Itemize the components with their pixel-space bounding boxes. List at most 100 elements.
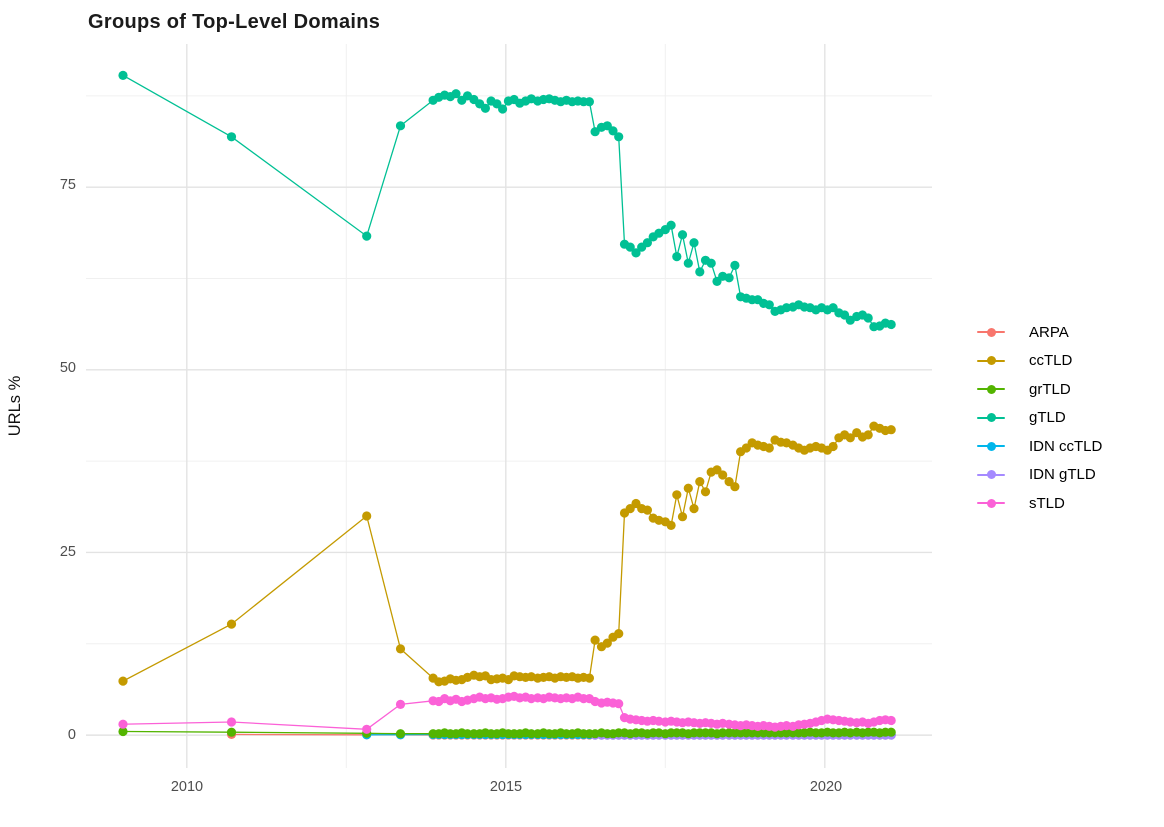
- legend-label-gtld: gTLD: [1029, 409, 1066, 427]
- legend-item-arpa: ARPA: [977, 318, 1102, 347]
- data-point: [642, 505, 653, 515]
- data-point: [666, 520, 676, 531]
- legend-key-arpa: [977, 323, 1005, 341]
- series-grtld: [118, 726, 896, 739]
- data-point: [764, 300, 774, 310]
- y-tick-label-25: 25: [60, 544, 76, 560]
- legend-item-cctld: ccTLD: [977, 347, 1102, 376]
- data-point: [614, 132, 624, 142]
- data-point: [590, 635, 600, 645]
- data-point: [625, 242, 635, 252]
- data-point: [631, 248, 641, 258]
- data-point: [118, 676, 128, 686]
- data-point: [118, 70, 128, 80]
- data-point: [526, 729, 536, 739]
- data-point: [886, 727, 896, 737]
- data-point: [689, 238, 699, 248]
- legend-label-idn-gtld: IDN gTLD: [1029, 466, 1096, 484]
- data-point: [602, 638, 612, 648]
- data-point: [672, 252, 682, 262]
- data-point: [781, 728, 792, 738]
- data-point: [462, 729, 473, 739]
- data-point: [118, 719, 128, 729]
- data-point: [608, 126, 618, 136]
- y-tick-label-50: 50: [60, 360, 76, 376]
- data-point: [362, 724, 372, 734]
- legend-key-cctld: [977, 352, 1005, 370]
- data-point: [672, 490, 682, 500]
- data-point: [886, 319, 896, 330]
- gridlines: [86, 44, 932, 768]
- legend: ARPA ccTLD grTLD gTLD IDN ccTLD IDN gTLD…: [977, 318, 1102, 518]
- data-point: [886, 715, 896, 726]
- legend-label-arpa: ARPA: [1029, 323, 1069, 341]
- data-point: [718, 470, 728, 480]
- data-point: [395, 699, 406, 710]
- legend-label-stld: sTLD: [1029, 494, 1065, 512]
- legend-key-gtld: [977, 409, 1005, 427]
- data-point: [695, 477, 705, 487]
- data-point: [683, 483, 693, 493]
- data-point: [845, 433, 855, 443]
- data-point: [706, 258, 716, 268]
- series-cctld: [118, 421, 896, 687]
- data-point: [863, 430, 873, 440]
- legend-label-idn-cctld: IDN ccTLD: [1029, 437, 1103, 455]
- legend-label-cctld: ccTLD: [1029, 352, 1073, 370]
- series-gtld: [118, 70, 896, 332]
- data-point: [677, 230, 688, 240]
- data-point: [451, 89, 461, 99]
- data-point: [614, 699, 624, 709]
- data-point: [724, 273, 734, 283]
- data-point: [362, 511, 372, 521]
- legend-item-grtld: grTLD: [977, 375, 1102, 404]
- data-point: [642, 238, 653, 248]
- legend-label-grtld: grTLD: [1029, 380, 1071, 398]
- data-point: [590, 127, 600, 137]
- data-point: [226, 619, 237, 629]
- legend-key-stld: [977, 494, 1005, 512]
- data-point: [683, 258, 693, 268]
- data-point: [730, 482, 740, 492]
- data-point: [226, 727, 237, 737]
- data-point: [395, 121, 406, 131]
- legend-key-grtld: [977, 380, 1005, 398]
- legend-item-idn-cctld: IDN ccTLD: [977, 432, 1102, 461]
- data-point: [764, 443, 774, 453]
- x-tick-label-2010: 2010: [171, 779, 203, 795]
- data-point: [614, 629, 624, 639]
- legend-item-gtld: gTLD: [977, 404, 1102, 433]
- data-point: [395, 644, 406, 654]
- data-point: [886, 425, 896, 435]
- data-point: [226, 132, 237, 142]
- data-point: [395, 729, 406, 739]
- data-point: [584, 97, 595, 107]
- data-point: [695, 267, 705, 277]
- data-point: [689, 504, 699, 514]
- series-stld: [118, 691, 896, 734]
- chart-title: Groups of Top-Level Domains: [88, 11, 380, 33]
- legend-key-idn-cctld: [977, 437, 1005, 455]
- y-tick-label-75: 75: [60, 177, 76, 193]
- legend-item-stld: sTLD: [977, 489, 1102, 518]
- data-point: [362, 231, 372, 241]
- x-tick-label-2015: 2015: [490, 779, 522, 795]
- y-tick-label-0: 0: [68, 727, 76, 743]
- data-point: [700, 487, 711, 497]
- y-axis-title: URLs %: [6, 375, 24, 436]
- data-point: [118, 726, 128, 737]
- data-point: [666, 220, 676, 230]
- data-point: [498, 104, 508, 114]
- data-point: [677, 512, 688, 522]
- data-point: [226, 717, 237, 727]
- data-point: [730, 260, 740, 270]
- data-point: [828, 441, 838, 452]
- legend-key-idn-gtld: [977, 466, 1005, 484]
- data-point: [584, 673, 595, 683]
- data-series: [118, 70, 896, 740]
- data-point: [718, 728, 728, 738]
- legend-item-idn-gtld: IDN gTLD: [977, 461, 1102, 490]
- x-tick-label-2020: 2020: [810, 779, 842, 795]
